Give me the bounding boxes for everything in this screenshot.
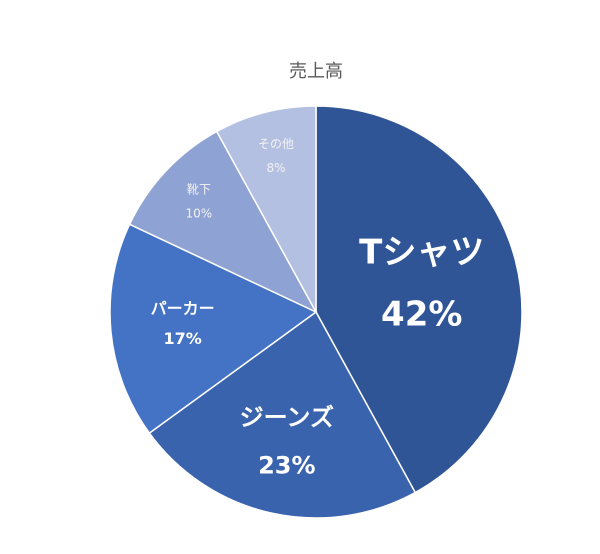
data-label-value: 17% [164, 329, 202, 348]
data-label-value: 10% [186, 207, 213, 221]
chart-title: 売上高 [289, 61, 343, 82]
pie-slice [109, 223, 318, 435]
data-label-value: 8% [267, 161, 286, 175]
data-label-category: その他 [258, 137, 294, 151]
pie-slice [315, 105, 523, 494]
data-label-value: 23% [258, 452, 315, 480]
pie-slice [148, 310, 417, 519]
data-label-category: Tシャツ [359, 232, 484, 272]
pie-slice [215, 105, 317, 313]
data-label-category: パーカー [151, 299, 215, 318]
data-label-category: ジーンズ [240, 404, 334, 432]
data-label-category: 靴下 [187, 183, 211, 197]
data-label-value: 42% [381, 294, 462, 334]
pie-slice [128, 130, 318, 314]
